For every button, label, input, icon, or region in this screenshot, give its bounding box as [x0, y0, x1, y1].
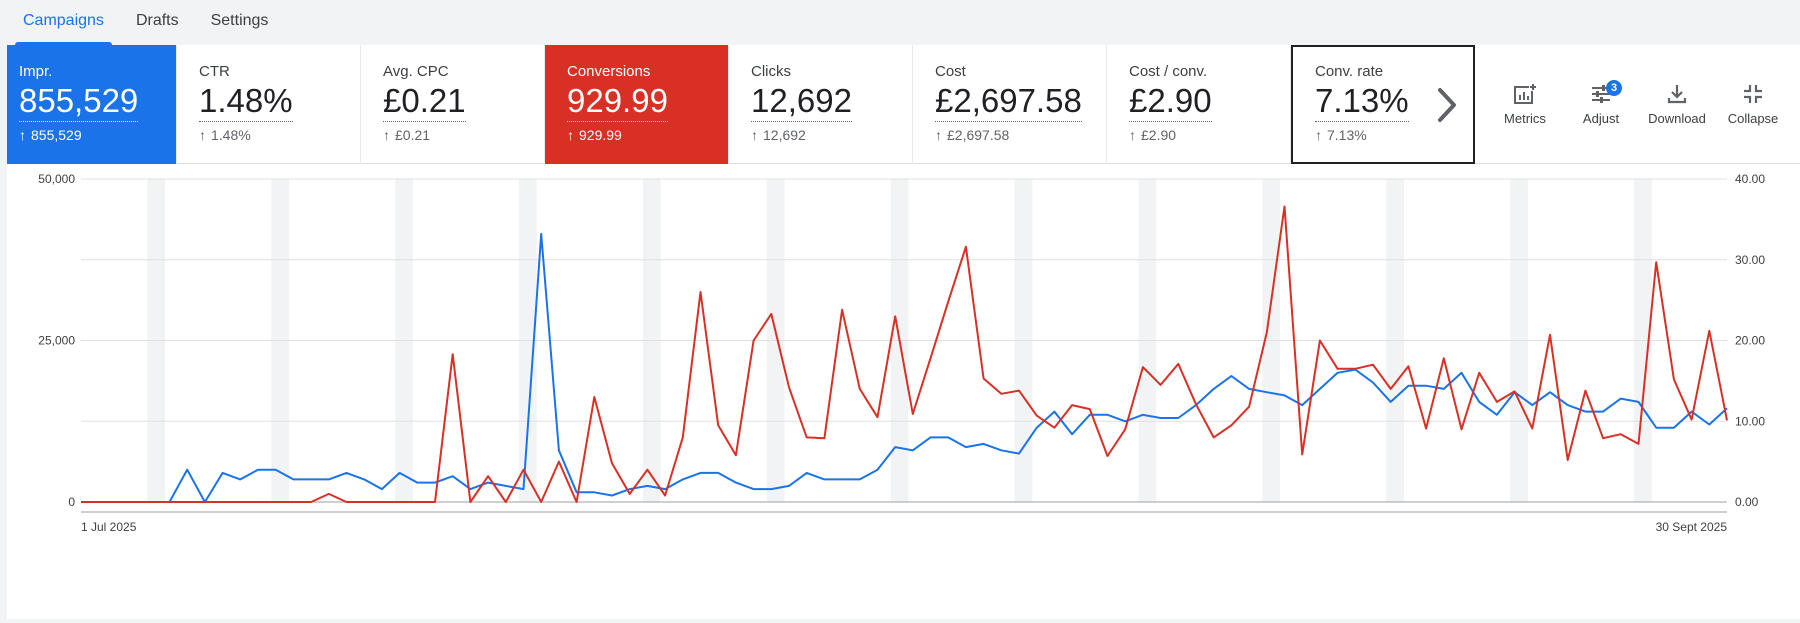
- scorecard-delta: ↑ £2.90: [1129, 127, 1177, 143]
- tab-bar: Campaigns Drafts Settings: [0, 0, 1800, 45]
- download-icon: [1667, 85, 1687, 104]
- scorecard-clicks[interactable]: Clicks 12,692 ↑ 12,692: [729, 45, 913, 164]
- add-chart-icon: [1514, 83, 1537, 104]
- scorecard-cost-per-conv[interactable]: Cost / conv. £2.90 ↑ £2.90: [1107, 45, 1291, 164]
- scorecard-label: Cost: [935, 63, 966, 80]
- scorecard-label: Conv. rate: [1315, 63, 1384, 80]
- scorecard-avg-cpc[interactable]: Avg. CPC £0.21 ↑ £0.21: [361, 45, 545, 164]
- adjust-button[interactable]: 3 Adjust: [1563, 45, 1639, 164]
- scorecard-value: 855,529: [19, 82, 139, 122]
- scorecard-value: 12,692: [751, 82, 852, 122]
- scorecard-value: 929.99: [567, 82, 668, 122]
- collapse-button[interactable]: Collapse: [1715, 45, 1791, 164]
- scorecard-delta: ↑ 855,529: [19, 127, 82, 143]
- scorecard-row: Impr. 855,529 ↑ 855,529 CTR 1.48% ↑ 1.48% …: [7, 45, 1800, 164]
- collapse-icon: [1744, 85, 1762, 103]
- arrow-up-icon: ↑: [751, 127, 758, 143]
- scorecard-value: £2,697.58: [935, 82, 1082, 122]
- scorecard-value: £2.90: [1129, 82, 1212, 122]
- tab-settings[interactable]: Settings: [210, 12, 269, 29]
- y-right-tick-label: 30.00: [1735, 253, 1765, 267]
- adjust-label: Adjust: [1582, 111, 1620, 126]
- impressions-series-line: [81, 232, 1728, 503]
- scorecard-impressions[interactable]: Impr. 855,529 ↑ 855,529: [7, 45, 177, 164]
- scorecard-delta: ↑ £0.21: [383, 127, 431, 143]
- scorecard-delta: ↑ 7.13%: [1315, 127, 1367, 143]
- collapse-label: Collapse: [1727, 111, 1779, 126]
- next-scorecards-button[interactable]: [1421, 47, 1473, 162]
- scorecard-delta: ↑ 929.99: [567, 127, 622, 143]
- download-label: Download: [1648, 111, 1706, 126]
- y-left-tick-label: 25,000: [38, 334, 75, 348]
- y-right-tick-label: 10.00: [1735, 414, 1765, 428]
- y-left-tick-label: 50,000: [38, 172, 75, 186]
- adjust-count-badge: 3: [1606, 80, 1622, 96]
- x-axis-end-label: 30 Sept 2025: [1656, 520, 1728, 534]
- arrow-up-icon: ↑: [199, 127, 206, 143]
- download-button[interactable]: Download: [1639, 45, 1715, 164]
- scorecard-value: 7.13%: [1315, 82, 1409, 122]
- arrow-up-icon: ↑: [567, 127, 574, 143]
- scorecard-label: Cost / conv.: [1129, 63, 1208, 80]
- tab-campaigns[interactable]: Campaigns: [7, 0, 120, 45]
- scorecard-conversions[interactable]: Conversions 929.99 ↑ 929.99: [545, 45, 729, 164]
- scorecard-conv-rate[interactable]: Conv. rate 7.13% ↑ 7.13%: [1291, 45, 1475, 164]
- scorecard-label: Clicks: [751, 63, 791, 80]
- arrow-up-icon: ↑: [1129, 127, 1136, 143]
- y-right-tick-label: 40.00: [1735, 172, 1765, 186]
- chart-toolbar: Metrics 3 Adjust Download: [1475, 45, 1791, 163]
- scorecard-cost[interactable]: Cost £2,697.58 ↑ £2,697.58: [913, 45, 1107, 164]
- arrow-up-icon: ↑: [383, 127, 390, 143]
- tab-drafts[interactable]: Drafts: [135, 12, 179, 29]
- scorecard-delta: ↑ 12,692: [751, 127, 806, 143]
- arrow-up-icon: ↑: [935, 127, 942, 143]
- performance-chart: 0 25,000 50,000 0.00 10.00 20.00 30.00 40.00 1…: [38, 172, 1765, 534]
- y-left-tick-label: 0: [68, 495, 75, 509]
- arrow-up-icon: ↑: [1315, 127, 1322, 143]
- chevron-right-icon: [1438, 87, 1456, 122]
- y-right-tick-label: 20.00: [1735, 334, 1765, 348]
- scorecard-delta: ↑ 1.48%: [199, 127, 251, 143]
- scorecard-label: Conversions: [567, 63, 651, 80]
- scorecard-ctr[interactable]: CTR 1.48% ↑ 1.48%: [177, 45, 361, 164]
- x-axis-start-label: 1 Jul 2025: [81, 520, 137, 534]
- scorecard-delta: ↑ £2,697.58: [935, 127, 1010, 143]
- scorecard-value: 1.48%: [199, 82, 293, 122]
- conversions-series-line: [81, 205, 1728, 503]
- scorecard-label: Impr.: [19, 63, 53, 80]
- arrow-up-icon: ↑: [19, 127, 26, 143]
- scorecard-label: CTR: [199, 63, 230, 80]
- y-right-tick-label: 0.00: [1735, 495, 1759, 509]
- scorecard-label: Avg. CPC: [383, 63, 449, 80]
- metrics-button[interactable]: Metrics: [1487, 45, 1563, 164]
- performance-card: Impr. 855,529 ↑ 855,529 CTR 1.48% ↑ 1.48% …: [7, 45, 1800, 619]
- scorecard-value: £0.21: [383, 82, 466, 122]
- metrics-label: Metrics: [1504, 111, 1546, 126]
